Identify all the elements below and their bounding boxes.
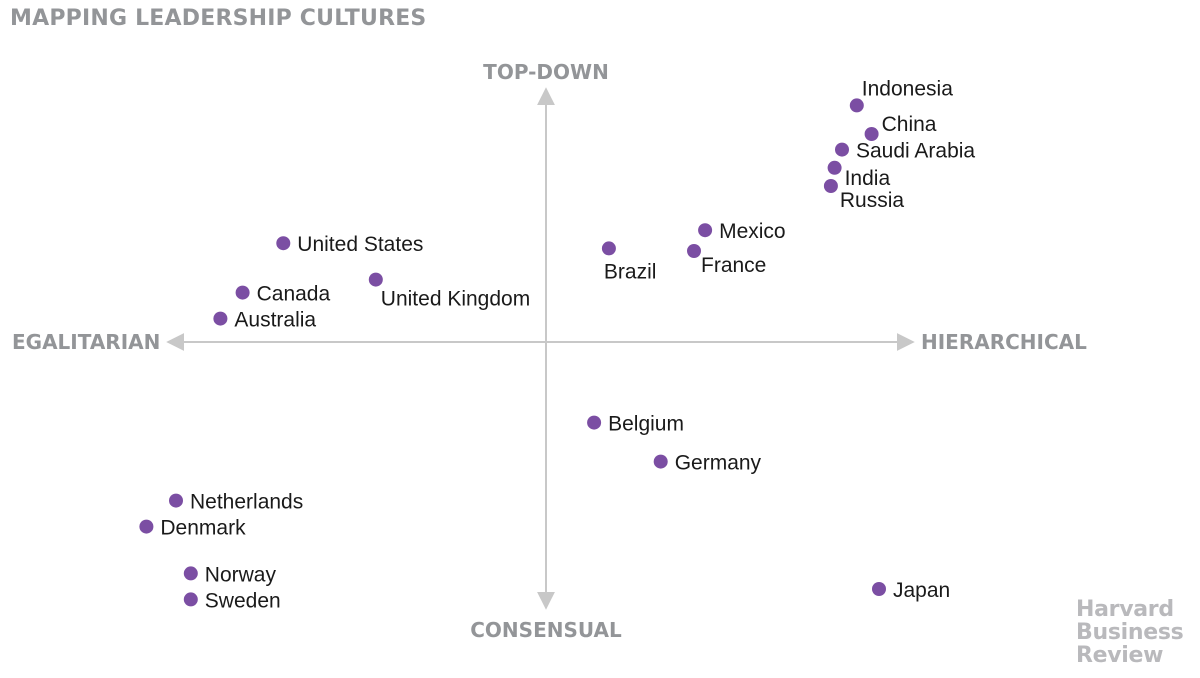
point-denmark	[139, 519, 154, 534]
point-germany	[653, 454, 668, 469]
point-indonesia	[849, 98, 864, 113]
point-united-states	[276, 236, 291, 251]
point-china	[864, 127, 879, 141]
point-india	[827, 160, 842, 175]
point-label-japan: Japan	[893, 579, 950, 602]
axis-label-left: EGALITARIAN	[12, 330, 160, 354]
point-label-australia: Australia	[234, 309, 316, 332]
point-canada	[235, 285, 250, 300]
brand-logo: Harvard Business Review	[1076, 597, 1184, 668]
point-france	[687, 244, 701, 258]
point-united-kingdom	[368, 272, 383, 287]
point-japan	[872, 582, 886, 596]
point-label-mexico: Mexico	[719, 220, 786, 243]
point-norway	[183, 566, 198, 581]
point-label-canada: Canada	[257, 283, 331, 306]
point-label-denmark: Denmark	[160, 517, 246, 540]
point-label-sweden: Sweden	[205, 589, 281, 612]
point-saudi-arabia	[835, 142, 849, 157]
brand-line-2: Business	[1076, 620, 1184, 645]
axis-label-top: TOP-DOWN	[483, 60, 609, 84]
point-belgium	[587, 415, 602, 430]
brand-line-3: Review	[1076, 643, 1164, 668]
point-label-china: China	[882, 113, 937, 136]
point-label-indonesia: Indonesia	[862, 77, 953, 100]
point-label-netherlands: Netherlands	[190, 491, 303, 514]
point-label-germany: Germany	[675, 452, 762, 475]
point-label-belgium: Belgium	[608, 413, 684, 436]
point-sweden	[183, 592, 198, 607]
axis-label-right: HIERARCHICAL	[921, 330, 1087, 354]
point-netherlands	[169, 493, 183, 508]
point-brazil	[601, 241, 616, 256]
point-russia	[823, 179, 838, 193]
point-label-france: France	[701, 254, 766, 277]
chart-title: MAPPING LEADERSHIP CULTURES	[10, 6, 427, 31]
point-label-saudi-arabia: Saudi Arabia	[856, 140, 975, 163]
point-label-united-kingdom: United Kingdom	[381, 288, 530, 311]
point-australia	[213, 311, 228, 326]
point-label-norway: Norway	[205, 563, 277, 586]
point-label-india: India	[845, 167, 891, 190]
brand-line-1: Harvard	[1076, 597, 1174, 622]
point-label-united-states: United States	[297, 233, 423, 256]
point-label-russia: Russia	[840, 189, 905, 212]
point-mexico	[698, 223, 713, 238]
point-label-brazil: Brazil	[604, 260, 657, 283]
axis-label-bottom: CONSENSUAL	[470, 618, 622, 642]
